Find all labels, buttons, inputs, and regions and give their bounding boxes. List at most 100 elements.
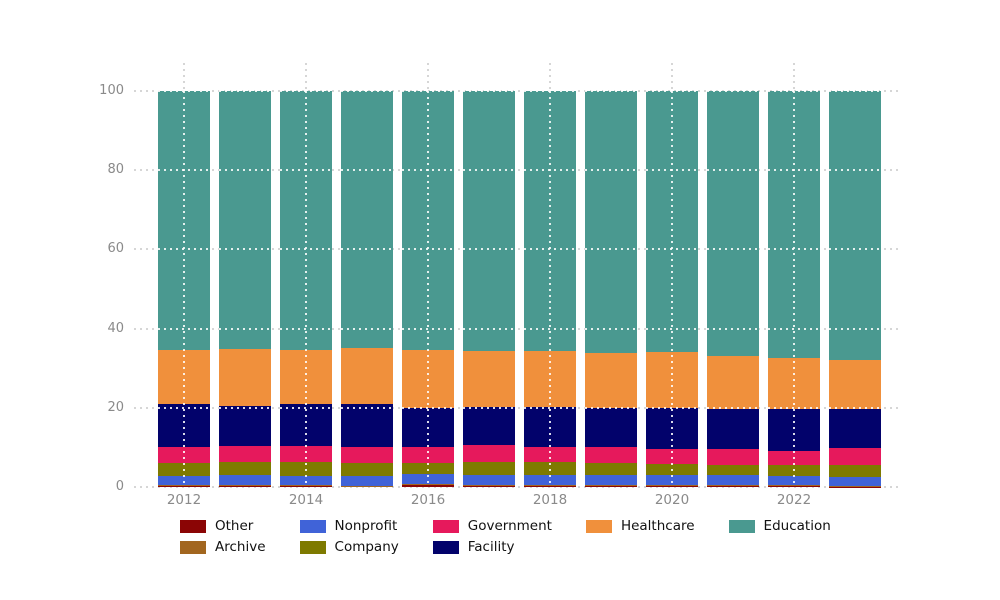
h-gridline-60 [134,248,899,251]
bar-gridline-overlay [463,248,515,251]
bar-gridline-overlay [219,169,271,172]
bar-2017-segment-company [463,461,515,476]
bar-gridline-overlay [341,169,393,172]
bar-2017-segment-nonprofit [463,475,515,486]
bar-gridline-overlay [585,169,637,172]
legend-label-healthcare: Healthcare [620,518,695,534]
bar-gridline-overlay [585,248,637,251]
legend-item-education: Education [728,518,831,534]
bar-gridline-overlay [829,248,881,251]
x-tick-label-2012: 2012 [166,492,202,508]
y-tick-label-80: 80 [107,162,124,178]
bar-2023-segment-company [829,465,881,477]
bar-2021-segment-healthcare [707,356,759,409]
bar-2021 [707,90,759,487]
x-tick-label-2016: 2016 [410,492,446,508]
bar-2019-segment-education [585,91,637,354]
bar-gridline-overlay-vertical [427,91,429,487]
h-gridline-0 [134,486,899,488]
bar-2019-segment-healthcare [585,353,637,409]
bar-gridline-overlay [707,169,759,172]
bar-gridline-overlay [219,327,271,330]
bar-2013-segment-nonprofit [219,475,271,485]
bar-2017-segment-archive [463,485,515,487]
bar-gridline-overlay [829,169,881,172]
bar-2021-segment-other [707,486,759,487]
bar-gridline-overlay-vertical [549,91,551,487]
legend-column: Healthcare [585,518,695,540]
bar-gridline-overlay [463,90,515,92]
x-tick-label-2022: 2022 [776,492,812,508]
bar-gridline-overlay-vertical [183,91,185,487]
bar-2015-segment-company [341,462,393,476]
legend-column: Nonprofit Company [299,518,399,561]
bar-gridline-overlay [341,90,393,92]
bar-2012 [158,90,210,487]
bar-2017-segment-education [463,91,515,352]
bar-2017 [463,90,515,487]
bar-gridline-overlay [707,327,759,330]
bar-2017-segment-healthcare [463,351,515,407]
bar-2013-segment-healthcare [219,348,271,406]
bar-2019-segment-nonprofit [585,475,637,486]
bar-2013-segment-education [219,91,271,349]
bar-2015-segment-government [341,447,393,463]
y-tick-label-0: 0 [115,479,124,494]
bar-2019-segment-facility [585,408,637,448]
bar-2019-segment-archive [585,485,637,487]
bar-2018 [524,90,576,487]
legend-column: Government Facility [432,518,552,561]
bar-gridline-overlay [219,248,271,251]
legend-swatch-education [728,519,755,533]
bar-2013-segment-facility [219,405,271,447]
legend-label-education: Education [763,518,831,534]
bar-gridline-overlay [707,248,759,251]
bar-2020 [646,90,698,487]
legend-swatch-archive [180,540,206,554]
bar-gridline-overlay [829,406,881,409]
legend-label-facility: Facility [467,539,515,555]
bar-2019-segment-government [585,447,637,464]
bar-gridline-overlay [219,406,271,409]
bar-2021-segment-nonprofit [707,475,759,486]
y-tick-label-100: 100 [99,83,124,98]
bar-2023-segment-facility [829,409,881,449]
bar-2019-segment-company [585,463,637,476]
legend-item-other: Other [180,518,266,534]
legend-item-archive: Archive [180,539,266,555]
bar-2023 [829,90,881,487]
bar-2013-segment-archive [219,484,271,486]
bar-gridline-overlay-vertical [793,91,795,487]
bar-gridline-overlay [829,327,881,330]
bar-2021-segment-education [707,91,759,357]
y-tick-label-20: 20 [107,399,124,415]
bar-gridline-overlay [585,327,637,330]
bar-2019 [585,90,637,487]
legend-swatch-facility [432,540,459,554]
y-tick-label-40: 40 [107,320,124,336]
bar-gridline-overlay [585,406,637,409]
bar-2022 [768,90,820,487]
bar-2019-segment-other [585,486,637,487]
bar-2016 [402,90,454,487]
h-gridline-20 [134,406,899,409]
bar-gridline-overlay [585,90,637,92]
legend: Other Archive Nonprofit Company Government Fa… [180,518,865,561]
bar-2013-segment-other [219,485,271,487]
bar-gridline-overlay [463,327,515,330]
bar-2015-segment-other [341,486,393,487]
bar-2021-segment-company [707,464,759,476]
y-tick-label-60: 60 [107,241,124,257]
bar-2013-segment-company [219,462,271,476]
legend-item-company: Company [299,539,399,555]
bar-2023-segment-healthcare [829,359,881,410]
legend-swatch-healthcare [585,519,612,533]
bar-2015 [341,90,393,487]
bar-2013 [219,90,271,487]
bar-gridline-overlay [341,327,393,330]
bar-gridline-overlay [463,169,515,172]
bar-2017-segment-government [463,445,515,462]
x-tick-label-2018: 2018 [532,492,568,508]
legend-label-nonprofit: Nonprofit [334,518,398,534]
